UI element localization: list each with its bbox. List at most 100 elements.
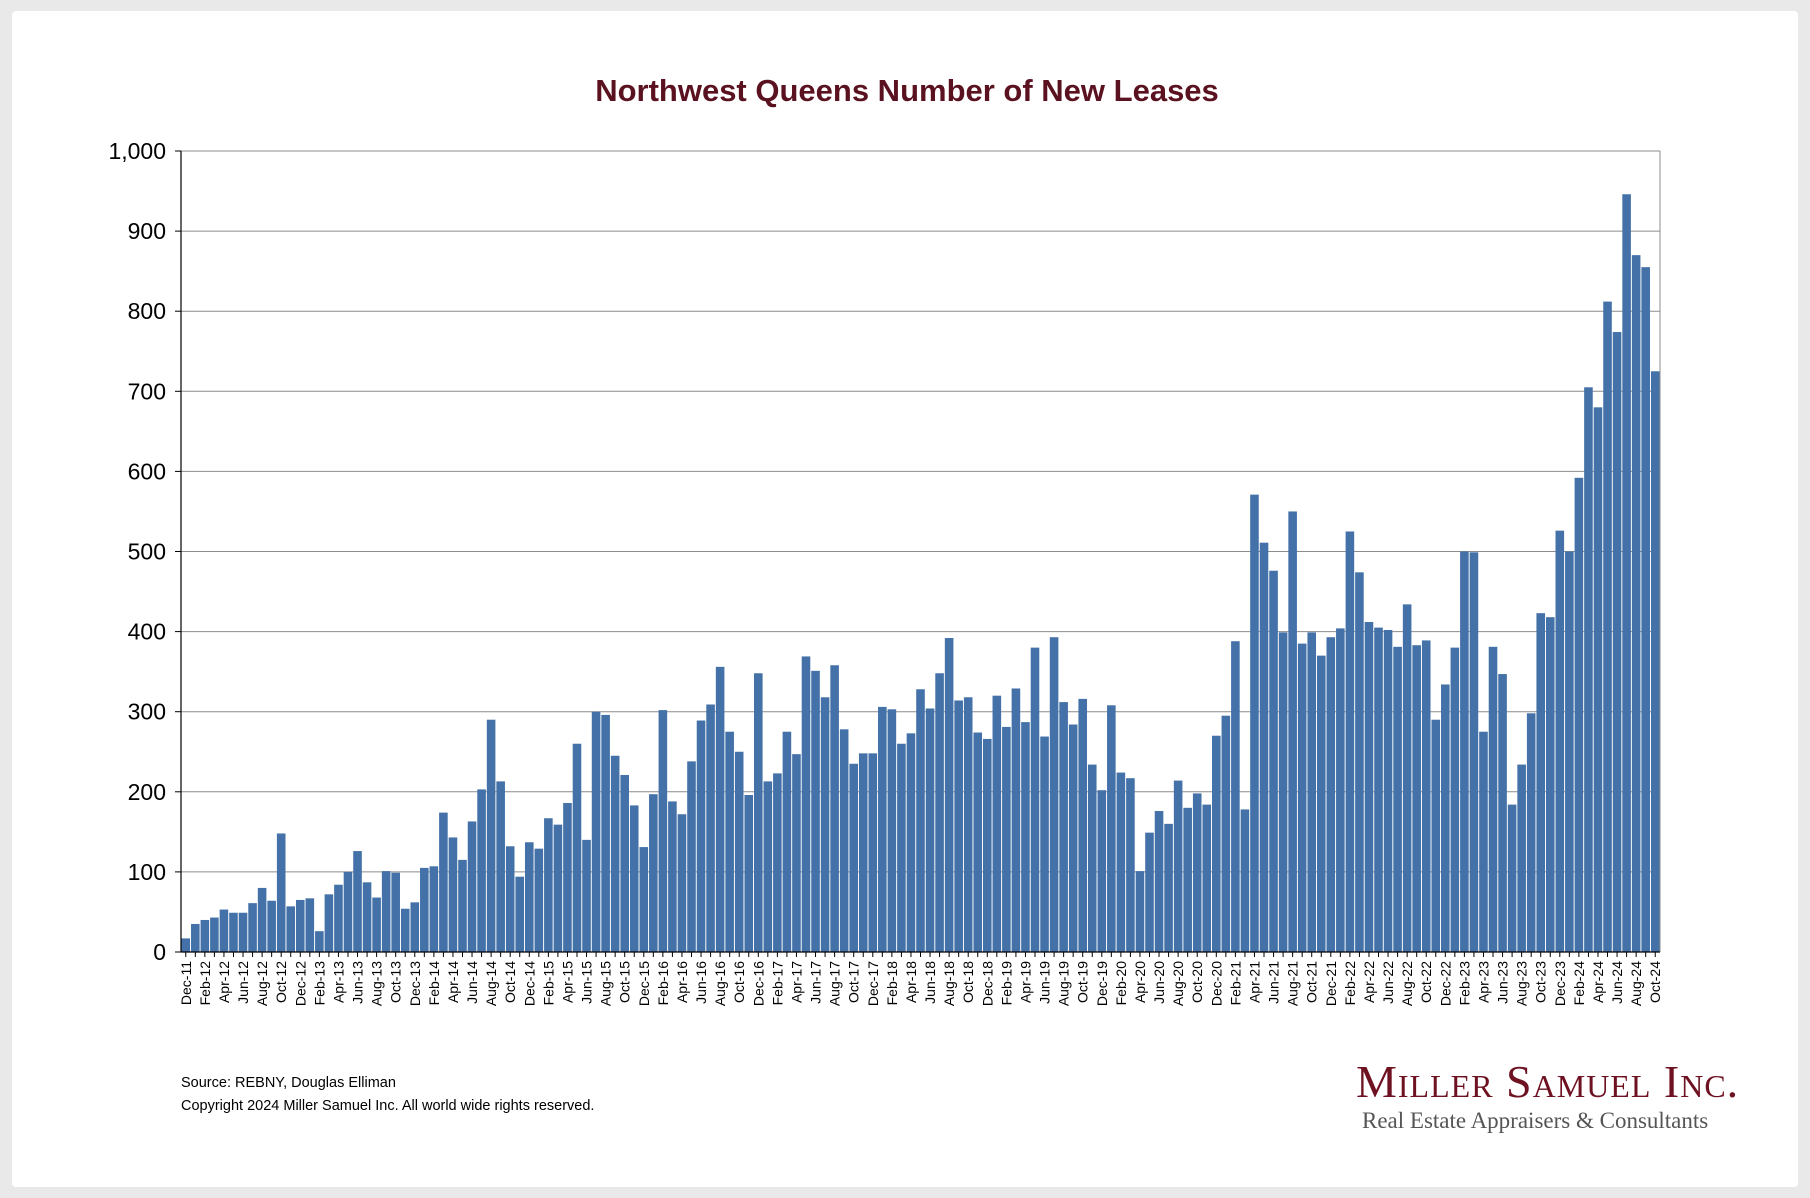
bar-Apr-24 bbox=[1593, 407, 1603, 952]
x-tick-label: Oct-12 bbox=[273, 961, 289, 1003]
x-tick-label: Jun-16 bbox=[693, 961, 709, 1004]
x-tick-label: Feb-18 bbox=[884, 961, 900, 1006]
bar-May-17 bbox=[801, 656, 811, 952]
x-tick-label: Jun-21 bbox=[1266, 961, 1282, 1004]
bar-Aug-16 bbox=[715, 666, 725, 952]
bar-Apr-14 bbox=[448, 837, 458, 952]
x-tick-label: Oct-15 bbox=[617, 961, 633, 1003]
bar-Mar-16 bbox=[668, 801, 677, 952]
bar-May-13 bbox=[343, 871, 353, 952]
bar-Aug-24 bbox=[1631, 255, 1641, 952]
bar-Oct-13 bbox=[391, 872, 400, 952]
bar-Dec-12 bbox=[295, 899, 305, 952]
bar-Feb-21 bbox=[1231, 641, 1240, 952]
bar-Mar-24 bbox=[1584, 387, 1593, 952]
bar-Apr-15 bbox=[563, 803, 572, 952]
x-tick-label: Dec-17 bbox=[865, 961, 881, 1006]
bar-Mar-15 bbox=[553, 824, 563, 952]
bar-Apr-20 bbox=[1135, 871, 1145, 952]
bars bbox=[181, 194, 1660, 952]
bar-Jun-14 bbox=[467, 821, 477, 952]
bar-Feb-18 bbox=[887, 709, 897, 952]
bar-Apr-18 bbox=[906, 733, 916, 952]
bar-Feb-17 bbox=[773, 773, 782, 952]
x-tick-label: Oct-21 bbox=[1304, 961, 1320, 1003]
x-tick-label: Jun-17 bbox=[808, 961, 824, 1004]
bar-Aug-22 bbox=[1402, 604, 1412, 952]
bar-Jun-15 bbox=[582, 839, 591, 952]
x-tick-label: Apr-23 bbox=[1475, 961, 1491, 1003]
bar-Aug-18 bbox=[944, 638, 954, 952]
x-tick-label: Apr-21 bbox=[1246, 961, 1262, 1003]
bar-May-19 bbox=[1030, 647, 1040, 952]
x-tick-label: Dec-15 bbox=[636, 961, 652, 1006]
bar-Jan-12 bbox=[191, 923, 200, 952]
x-tick-label: Apr-15 bbox=[559, 961, 575, 1003]
bar-Jul-20 bbox=[1164, 823, 1173, 952]
x-tick-label: Jun-12 bbox=[235, 961, 251, 1004]
bar-Sep-14 bbox=[496, 781, 505, 952]
x-tick-label: Feb-22 bbox=[1342, 961, 1358, 1006]
x-tick-label: Feb-24 bbox=[1571, 961, 1587, 1006]
bar-Nov-19 bbox=[1087, 764, 1097, 952]
y-tick-label: 0 bbox=[153, 939, 166, 965]
x-tick-label: Aug-22 bbox=[1399, 961, 1415, 1006]
copyright-note: Copyright 2024 Miller Samuel Inc. All wo… bbox=[181, 1098, 595, 1114]
x-tick-label: Dec-22 bbox=[1437, 961, 1453, 1006]
bar-May-15 bbox=[572, 743, 582, 952]
x-tick-label: Oct-18 bbox=[960, 961, 976, 1003]
bar-Apr-16 bbox=[677, 814, 687, 952]
bar-Jan-18 bbox=[878, 706, 887, 952]
x-tick-label: Aug-15 bbox=[598, 961, 614, 1006]
bar-Dec-14 bbox=[524, 842, 534, 952]
bar-Jul-24 bbox=[1622, 194, 1631, 952]
bar-Dec-21 bbox=[1326, 637, 1336, 952]
bar-Feb-13 bbox=[315, 931, 324, 952]
x-tick-label: Dec-21 bbox=[1323, 961, 1339, 1006]
bar-Oct-24 bbox=[1650, 371, 1660, 952]
bar-Jan-14 bbox=[420, 867, 429, 952]
x-tick-label: Oct-22 bbox=[1418, 961, 1434, 1003]
bar-Dec-16 bbox=[753, 673, 763, 952]
bar-Nov-15 bbox=[629, 805, 639, 952]
bar-Apr-17 bbox=[792, 754, 801, 952]
bar-Dec-11 bbox=[181, 938, 191, 952]
bar-Jun-20 bbox=[1154, 811, 1164, 952]
chart-title: Northwest Queens Number of New Leases bbox=[595, 73, 1219, 108]
bar-Aug-14 bbox=[486, 719, 496, 952]
bar-Jan-19 bbox=[992, 695, 1002, 952]
bar-Apr-12 bbox=[219, 909, 229, 952]
bar-Dec-22 bbox=[1441, 684, 1450, 952]
x-tick-label: Oct-20 bbox=[1189, 961, 1205, 1003]
bar-Dec-19 bbox=[1097, 790, 1107, 952]
bar-Mar-21 bbox=[1240, 809, 1250, 952]
x-tick-label: Aug-18 bbox=[941, 961, 957, 1006]
chart-frame bbox=[12, 11, 1798, 1187]
bar-Jun-19 bbox=[1040, 736, 1049, 952]
x-tick-label: Jun-24 bbox=[1609, 961, 1625, 1004]
bar-Sep-24 bbox=[1641, 267, 1650, 952]
bar-Oct-20 bbox=[1192, 793, 1202, 952]
bar-Sep-23 bbox=[1526, 713, 1536, 952]
bar-Dec-23 bbox=[1555, 530, 1565, 952]
x-tick-label: Dec-23 bbox=[1552, 961, 1568, 1006]
x-tick-label: Jun-20 bbox=[1151, 961, 1167, 1004]
bar-Jan-24 bbox=[1565, 551, 1574, 952]
bar-Aug-19 bbox=[1059, 702, 1068, 952]
bar-Sep-17 bbox=[839, 729, 849, 952]
bar-Oct-21 bbox=[1307, 632, 1317, 952]
x-tick-label: Apr-18 bbox=[903, 961, 919, 1003]
x-tick-label: Aug-24 bbox=[1628, 961, 1644, 1006]
x-tick-label: Dec-14 bbox=[521, 961, 537, 1006]
bar-Jul-17 bbox=[820, 697, 830, 952]
bar-Dec-20 bbox=[1212, 735, 1221, 952]
bar-Feb-20 bbox=[1116, 772, 1126, 952]
bar-Aug-23 bbox=[1517, 764, 1526, 952]
bar-Apr-13 bbox=[334, 884, 343, 952]
x-tick-label: Dec-19 bbox=[1094, 961, 1110, 1006]
bar-Oct-22 bbox=[1421, 640, 1431, 952]
bar-Aug-17 bbox=[830, 665, 839, 952]
bar-Aug-21 bbox=[1288, 511, 1297, 952]
x-tick-label: Jun-18 bbox=[922, 961, 938, 1004]
